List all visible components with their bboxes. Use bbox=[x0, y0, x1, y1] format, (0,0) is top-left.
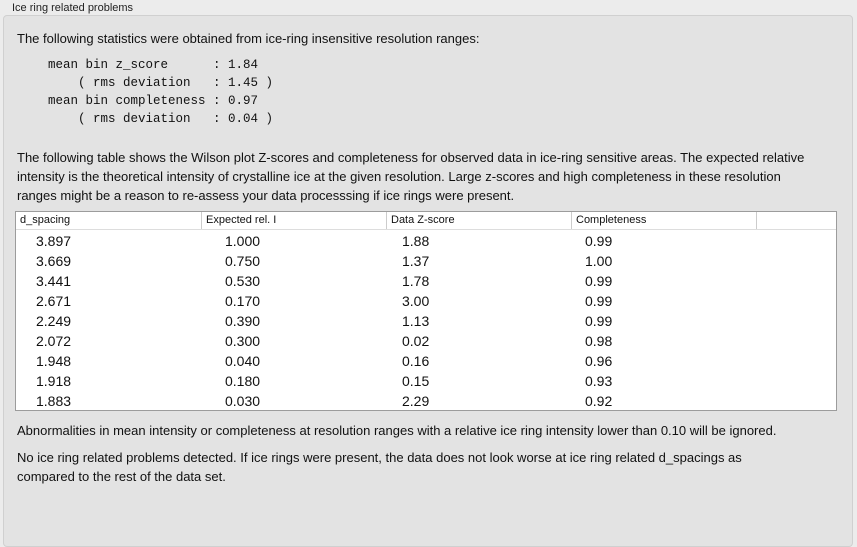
table-row[interactable]: 2.072 0.300 0.02 0.98 bbox=[16, 331, 836, 351]
cell-expected-rel-i: 0.300 bbox=[225, 333, 261, 349]
cell-completeness: 0.99 bbox=[585, 313, 613, 329]
cell-expected-rel-i: 0.180 bbox=[225, 373, 261, 389]
cell-expected-rel-i: 0.040 bbox=[225, 353, 261, 369]
cell-expected-rel-i: 0.750 bbox=[225, 253, 261, 269]
table-row[interactable]: 1.918 0.180 0.15 0.93 bbox=[16, 371, 836, 391]
column-header-data-z-score[interactable]: Data Z-score bbox=[387, 212, 572, 229]
stat-line: ( rms deviation : 0.04 ) bbox=[48, 112, 274, 126]
group-title: Ice ring related problems bbox=[12, 2, 134, 14]
cell-expected-rel-i: 0.170 bbox=[225, 293, 261, 309]
table-row[interactable]: 1.883 0.030 2.29 0.92 bbox=[16, 391, 836, 410]
cell-d-spacing: 1.948 bbox=[36, 353, 72, 369]
column-header-completeness[interactable]: Completeness bbox=[572, 212, 757, 229]
cell-completeness: 0.98 bbox=[585, 333, 613, 349]
table-row[interactable]: 2.671 0.170 3.00 0.99 bbox=[16, 291, 836, 311]
table-row[interactable]: 2.249 0.390 1.13 0.99 bbox=[16, 311, 836, 331]
cell-d-spacing: 1.883 bbox=[36, 393, 72, 409]
table-description: The following table shows the Wilson plo… bbox=[17, 150, 805, 203]
cell-completeness: 0.96 bbox=[585, 353, 613, 369]
cell-data-z-score: 1.88 bbox=[402, 233, 430, 249]
conclusion-text: No ice ring related problems detected. I… bbox=[17, 450, 742, 484]
table-row[interactable]: 1.948 0.040 0.16 0.96 bbox=[16, 351, 836, 371]
cell-completeness: 1.00 bbox=[585, 253, 613, 269]
cell-d-spacing: 3.441 bbox=[36, 273, 72, 289]
cell-completeness: 0.93 bbox=[585, 373, 613, 389]
cell-data-z-score: 3.00 bbox=[402, 293, 430, 309]
cell-data-z-score: 0.02 bbox=[402, 333, 430, 349]
table-row[interactable]: 3.441 0.530 1.78 0.99 bbox=[16, 271, 836, 291]
table-row[interactable]: 3.897 1.000 1.88 0.99 bbox=[16, 231, 836, 251]
cell-data-z-score: 1.78 bbox=[402, 273, 430, 289]
cell-data-z-score: 2.29 bbox=[402, 393, 430, 409]
cell-d-spacing: 1.918 bbox=[36, 373, 72, 389]
cell-data-z-score: 1.13 bbox=[402, 313, 430, 329]
cell-completeness: 0.99 bbox=[585, 273, 613, 289]
panel-content: The following statistics were obtained f… bbox=[15, 29, 837, 486]
cell-completeness: 0.99 bbox=[585, 293, 613, 309]
column-header-empty bbox=[757, 212, 836, 229]
cell-completeness: 0.92 bbox=[585, 393, 613, 409]
cell-d-spacing: 3.669 bbox=[36, 253, 72, 269]
cell-expected-rel-i: 1.000 bbox=[225, 233, 261, 249]
stat-line: mean bin z_score : 1.84 bbox=[48, 58, 259, 72]
cell-data-z-score: 0.15 bbox=[402, 373, 430, 389]
note-text: Abnormalities in mean intensity or compl… bbox=[17, 423, 777, 438]
cell-expected-rel-i: 0.030 bbox=[225, 393, 261, 409]
stat-line: mean bin completeness : 0.97 bbox=[48, 94, 259, 108]
table-row[interactable]: 3.669 0.750 1.37 1.00 bbox=[16, 251, 836, 271]
table-header: d_spacing Expected rel. I Data Z-score C… bbox=[16, 212, 836, 230]
cell-completeness: 0.99 bbox=[585, 233, 613, 249]
column-header-expected-rel-i[interactable]: Expected rel. I bbox=[202, 212, 387, 229]
cell-d-spacing: 3.897 bbox=[36, 233, 72, 249]
cell-expected-rel-i: 0.530 bbox=[225, 273, 261, 289]
stats-block: mean bin z_score : 1.84 ( rms deviation … bbox=[48, 56, 837, 128]
column-header-d-spacing[interactable]: d_spacing bbox=[16, 212, 202, 229]
intro-text: The following statistics were obtained f… bbox=[17, 31, 480, 46]
stat-line: ( rms deviation : 1.45 ) bbox=[48, 76, 274, 90]
cell-d-spacing: 2.072 bbox=[36, 333, 72, 349]
cell-d-spacing: 2.249 bbox=[36, 313, 72, 329]
cell-d-spacing: 2.671 bbox=[36, 293, 72, 309]
table-body: 3.897 1.000 1.88 0.99 3.669 0.750 1.37 1.00 3.44… bbox=[16, 230, 836, 410]
cell-expected-rel-i: 0.390 bbox=[225, 313, 261, 329]
ice-ring-table[interactable]: d_spacing Expected rel. I Data Z-score C… bbox=[15, 211, 837, 411]
cell-data-z-score: 1.37 bbox=[402, 253, 430, 269]
cell-data-z-score: 0.16 bbox=[402, 353, 430, 369]
